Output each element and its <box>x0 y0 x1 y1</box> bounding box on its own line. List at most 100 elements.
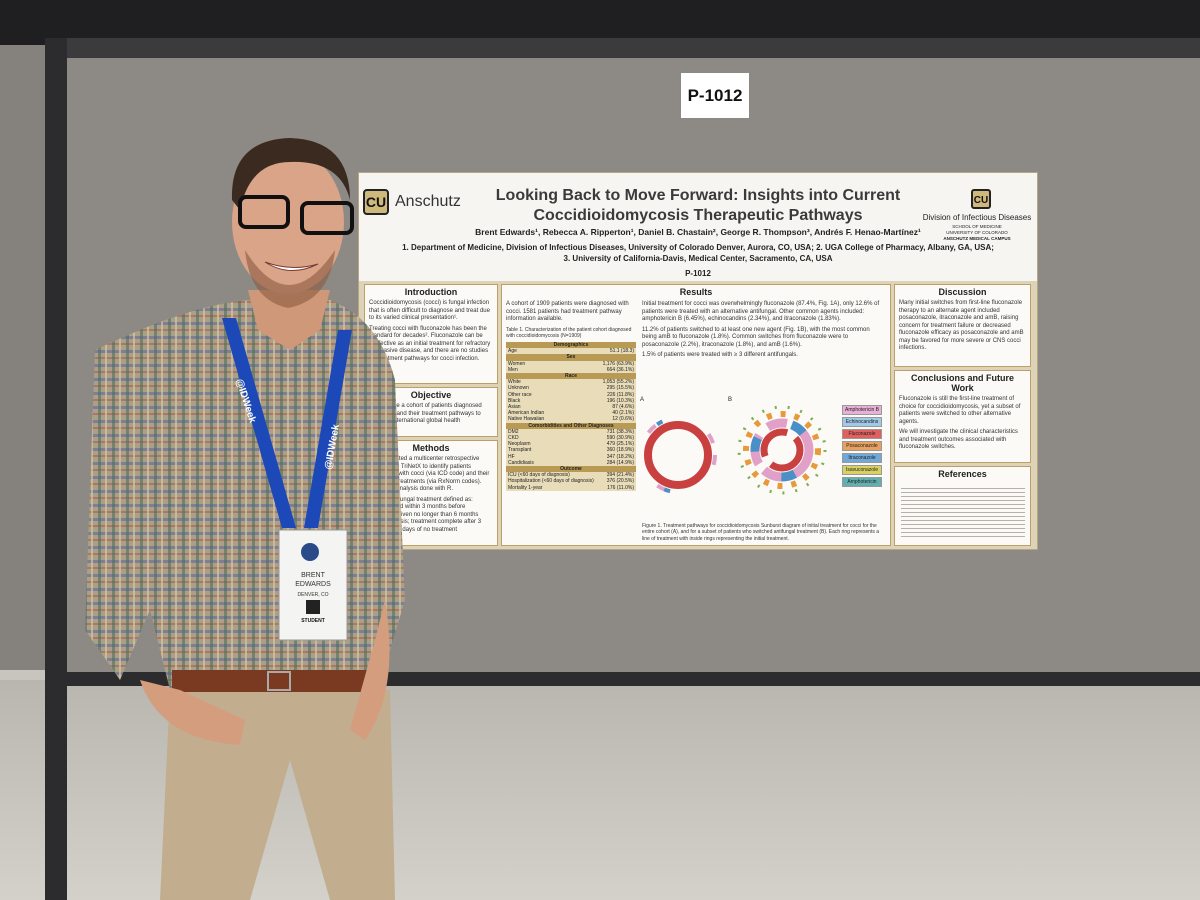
table-group-row: Demographics <box>506 342 636 349</box>
sunburst-ring <box>642 416 717 494</box>
table-cell: Unknown <box>506 385 600 392</box>
table-row: Age 51.1 (18.3) <box>506 348 636 355</box>
table-cell: 479 (25.1%) <box>599 441 636 448</box>
paragraph: To describe a cohort of patients diagnos… <box>369 403 482 424</box>
table-cell: Other race <box>506 391 600 398</box>
references: References <box>894 466 1031 546</box>
section-title: Objective <box>410 390 452 400</box>
table-cell: Men <box>506 366 600 374</box>
table-cell: 284 (14.9%) <box>599 459 636 467</box>
buckle <box>267 671 291 691</box>
legend-entry: Posaconazole <box>842 441 882 451</box>
table-row: American Indian 40 (2.1%) <box>506 410 636 417</box>
table-cell: HF <box>506 453 600 460</box>
legend-entry: Isavuconazole <box>842 465 882 475</box>
paragraph: We will investigate the clinical charact… <box>899 429 1018 450</box>
title-line: Looking Back to Move Forward: Insights i… <box>495 187 901 204</box>
table-group-row: Race <box>506 373 636 380</box>
affiliation: 3. University of California-Davis, Medic… <box>563 254 833 263</box>
table-row: CKD 590 (30.9%) <box>506 435 636 442</box>
table-row: ICU (<60 days of diagnosis) 394 (21.4%) <box>506 472 636 479</box>
paragraph: Initial treatment for cocci was overwhel… <box>642 301 880 322</box>
division: SCHOOL OF MEDICINE <box>952 224 1002 229</box>
division: ANSCHUTZ MEDICAL CAMPUS <box>943 236 1011 241</box>
paragraph: Fluconazole is still the first-line trea… <box>899 396 1021 425</box>
table-cell: Transplant <box>506 447 600 454</box>
poster-id: P-1012 <box>685 269 711 278</box>
lanyard <box>304 330 352 528</box>
table-row: Unknown 295 (15.5%) <box>506 385 636 392</box>
badge-name: EDWARDS <box>295 581 331 588</box>
table-cell: Hospitalization (<60 days of diagnosis) <box>506 478 600 485</box>
table-row: Neoplasm 479 (25.1%) <box>506 441 636 448</box>
section-title: Methods <box>412 443 450 453</box>
table-row: Native Hawaiian 12 (0.6%) <box>506 416 636 423</box>
table-row: Men 664 (36.1%) <box>506 366 636 374</box>
badge-city: DENVER, CO <box>297 592 328 598</box>
section-title: Introduction <box>404 287 458 297</box>
poster-number-sign: P-1012 <box>681 73 749 118</box>
legend: Amphotericin B Echinocandins Fluconazole Po… <box>842 405 882 489</box>
division: UNIVERSITY OF COLORADO <box>946 230 1008 235</box>
table-row: White 1,053 (55.2%) <box>506 379 636 386</box>
cu-logo: CU <box>363 189 389 215</box>
table-row: Black 196 (10.3%) <box>506 397 636 405</box>
legend-entry: Itraconazole <box>842 453 882 463</box>
beard <box>245 250 335 308</box>
smile <box>264 261 319 271</box>
lanyard <box>222 318 296 528</box>
paragraph: Line of antifungal treatment defined as:… <box>369 496 482 533</box>
discussion: Discussion Many initial switches from fir… <box>894 284 1031 367</box>
belt <box>172 670 380 692</box>
table-cell: Neoplasm <box>506 441 600 448</box>
table-group-row: Sex <box>506 354 636 361</box>
table-cell: Sex <box>506 354 636 361</box>
hand <box>140 680 245 745</box>
paragraph: Coccidioidomycosis (cocci) is fungal inf… <box>369 300 490 321</box>
panel-label: A <box>640 397 645 403</box>
table-cell: 226 (11.8%) <box>599 391 636 398</box>
table-cell: 731 (38.3%) <box>599 428 636 436</box>
badge-role: STUDENT <box>301 618 325 624</box>
table-cell: CKD <box>506 435 600 442</box>
paragraph: We conducted a multicenter retrospective… <box>369 456 490 492</box>
table-cell: 40 (2.1%) <box>599 410 636 417</box>
table-cell: Black <box>506 397 600 405</box>
section-title: Discussion <box>938 287 987 297</box>
authors: Brent Edwards¹, Rebecca A. Ripperton¹, D… <box>475 227 921 237</box>
board-frame <box>45 38 1200 58</box>
table-cell: Asian <box>506 404 600 411</box>
table-cell: 360 (18.9%) <box>599 447 636 454</box>
glasses <box>300 201 354 235</box>
paragraph: Treating cocci with fluconazole has been… <box>369 325 491 362</box>
neck <box>248 290 330 350</box>
sunburst-figure <box>642 405 827 495</box>
section-title: Conclusions and Future Work <box>910 373 1014 393</box>
affiliation: 1. Department of Medicine, Division of I… <box>402 243 994 252</box>
hand <box>350 600 390 740</box>
legend-entry: Echinocandins <box>842 417 882 427</box>
svg-text:CU: CU <box>366 194 386 210</box>
legend-entry: Amphotericin B <box>842 405 882 415</box>
table-cell: 347 (18.2%) <box>599 453 636 460</box>
table-cell: 196 (10.3%) <box>599 397 636 405</box>
table-row: Transplant 360 (18.9%) <box>506 447 636 454</box>
paragraph: Many initial switches from first-line fl… <box>899 300 1024 351</box>
board-post <box>45 38 67 900</box>
table-cell: 590 (30.9%) <box>599 435 636 442</box>
paragraph: A cohort of 1909 patients were diagnosed… <box>506 301 629 322</box>
reference-lines <box>901 485 1025 540</box>
table-cell: 51.1 (18.3) <box>599 348 636 355</box>
table-cell: Women <box>506 360 600 367</box>
table-caption: Table 1. Characterization of the patient… <box>506 326 632 339</box>
division: Division of Infectious Diseases <box>922 213 1032 222</box>
results-left: A cohort of 1909 patients were diagnosed… <box>506 301 638 491</box>
table-cell: Age <box>506 348 600 355</box>
table-row: Women 1,176 (63.9%) <box>506 360 636 367</box>
table-row: Candidiasis 284 (14.9%) <box>506 459 636 467</box>
hair <box>231 138 350 210</box>
table-cell: 87 (4.6%) <box>599 404 636 411</box>
table-row: HF 347 (18.2%) <box>506 453 636 460</box>
board <box>0 45 48 670</box>
